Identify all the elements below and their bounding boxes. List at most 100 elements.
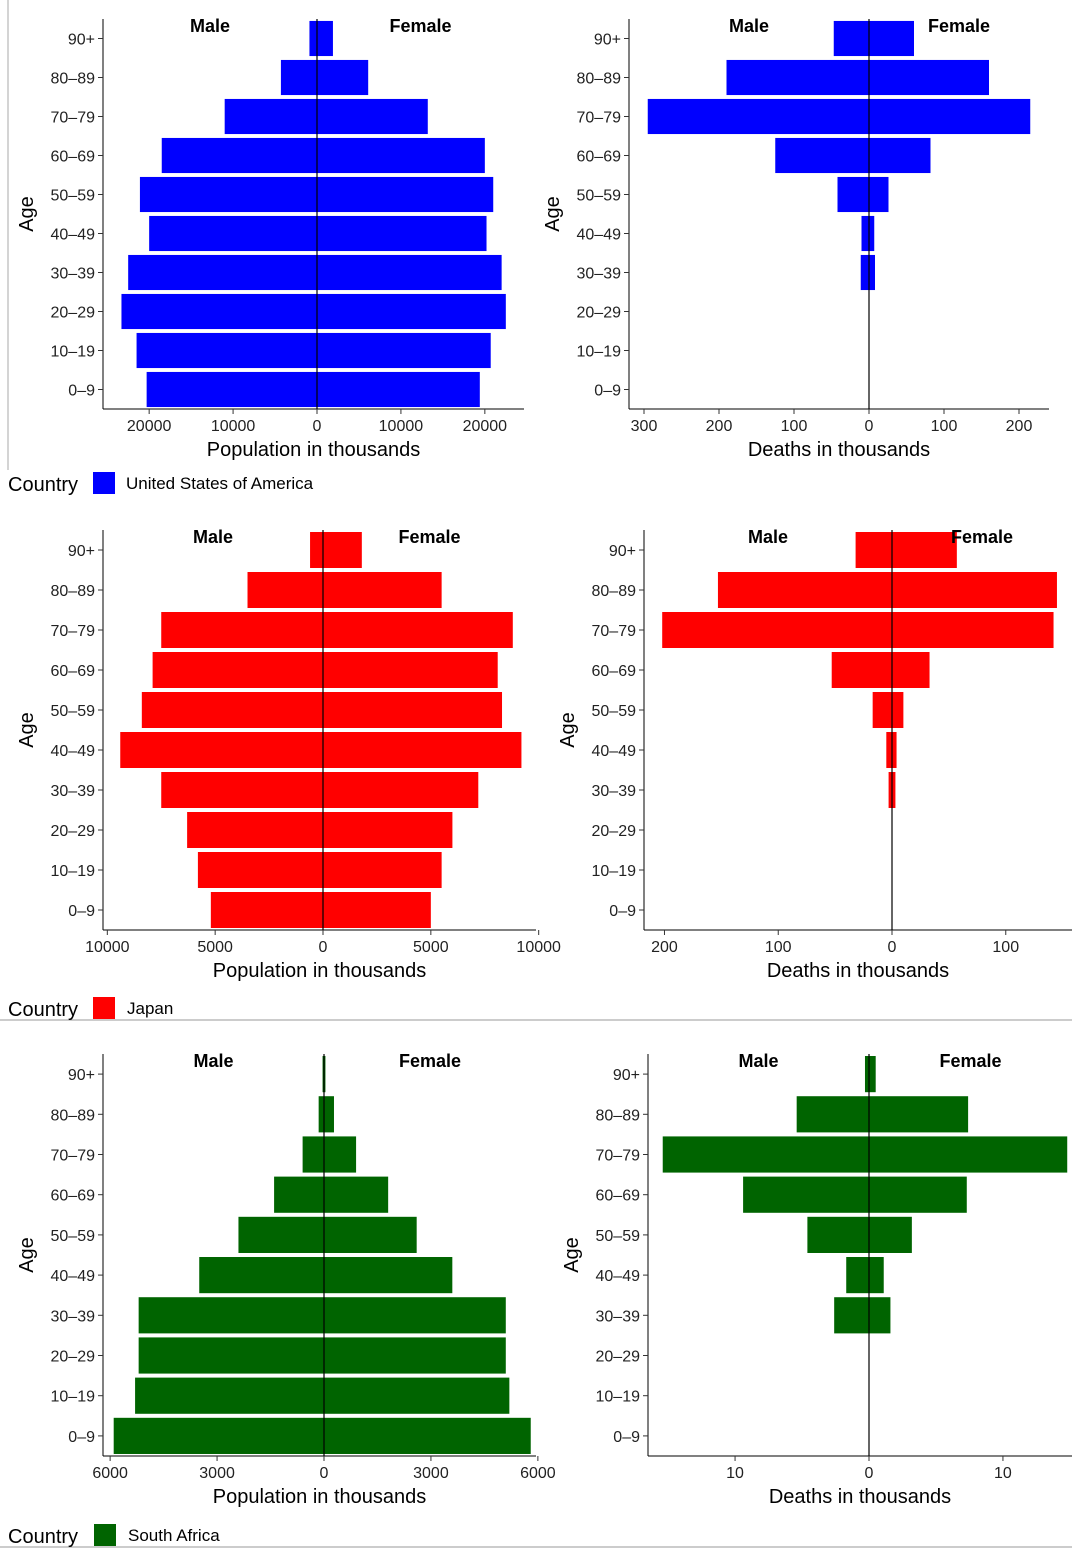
panel-4-bar-female-3	[324, 1297, 506, 1334]
panel-2-bar-female-3	[323, 772, 479, 808]
panel-1-bar-female-4	[869, 215, 875, 252]
panel-5-bar-male-6	[743, 1176, 869, 1213]
panel-4-bar-male-7	[302, 1136, 324, 1173]
panel-1-y-tick-label-0: 0–9	[594, 383, 621, 400]
panel-3-y-tick-label-4: 40–49	[592, 743, 637, 760]
panel-0-bar-female-8	[317, 59, 369, 96]
panel-0-header-female: Female	[389, 16, 451, 36]
panel-2-bar-female-1	[323, 852, 442, 888]
panel-2-header-male: Male	[193, 527, 233, 547]
panel-2-bar-female-9	[323, 532, 362, 568]
panel-0-bar-male-7	[224, 98, 317, 135]
panel-0-bar-male-6	[161, 137, 317, 174]
panel-4-bar-male-4	[199, 1257, 324, 1294]
panel-3-y-tick-label-2: 20–29	[592, 823, 637, 840]
panel-4-y-tick-label-7: 70–79	[51, 1148, 96, 1165]
panel-0-bar-female-9	[317, 20, 333, 57]
panel-4-bar-male-1	[135, 1377, 324, 1414]
panel-4-bar-female-2	[324, 1337, 506, 1374]
panel-2-bar-male-1	[197, 852, 323, 888]
panel-2-bar-female-0	[323, 892, 431, 928]
legend-1-title: Country	[8, 999, 78, 1021]
panel-4-bar-female-0	[324, 1417, 531, 1454]
panel-2-bar-male-9	[310, 532, 323, 568]
panel-2-bar-male-2	[187, 812, 323, 848]
panel-5-bar-female-7	[869, 1136, 1068, 1173]
panel-5-y-tick-label-8: 80–89	[596, 1107, 641, 1124]
panel-2-bar-male-8	[247, 572, 323, 608]
panel-3-x-tick-label-1: 100	[765, 939, 792, 956]
panel-1-bar-male-6	[775, 137, 869, 174]
panel-0-bar-female-7	[317, 98, 428, 135]
panel-4-header-male: Male	[193, 1051, 233, 1071]
panel-5-bar-male-7	[662, 1136, 869, 1173]
panel-3-bar-female-5	[892, 692, 904, 728]
panel-5-y-tick-label-2: 20–29	[596, 1349, 641, 1366]
panel-0-bar-female-6	[317, 137, 485, 174]
panel-4-bar-male-2	[138, 1337, 324, 1374]
panel-3-y-tick-label-1: 10–19	[592, 863, 637, 880]
panel-5-bar-male-8	[796, 1096, 869, 1133]
panel-0-bar-female-0	[317, 371, 480, 408]
panel-1-x-axis-title: Deaths in thousands	[748, 439, 930, 461]
panel-5-x-axis-title: Deaths in thousands	[769, 1486, 951, 1508]
panel-0-y-axis-title: Age	[16, 196, 38, 232]
panel-2-bar-male-3	[161, 772, 323, 808]
panel-4-x-axis-title: Population in thousands	[213, 1486, 427, 1508]
panel-1-y-tick-label-2: 20–29	[577, 305, 622, 322]
panel-3-header-male: Male	[748, 527, 788, 547]
panel-0-y-tick-label-0: 0–9	[68, 383, 95, 400]
panel-2-y-tick-label-4: 40–49	[51, 743, 96, 760]
panel-2-y-tick-label-5: 50–59	[51, 703, 96, 720]
panel-4-bar-male-6	[274, 1176, 324, 1213]
panel-3-bar-female-7	[892, 612, 1054, 648]
panel-3-bar-male-9	[855, 532, 892, 568]
panel-5-x-tick-label-1: 0	[865, 1465, 874, 1482]
panel-5-bar-female-4	[869, 1257, 884, 1294]
panel-0-bar-female-4	[317, 215, 487, 252]
panel-5-bar-male-5	[807, 1216, 869, 1253]
panel-0-bar-male-4	[149, 215, 317, 252]
panel-5-x-tick-label-0: 10	[726, 1465, 744, 1482]
panel-1-header-male: Male	[729, 16, 769, 36]
panel-2-y-tick-label-3: 30–39	[51, 783, 96, 800]
panel-1-bar-male-9	[833, 20, 869, 57]
panel-5-y-tick-label-5: 50–59	[596, 1228, 641, 1245]
panel-4-bar-female-8	[324, 1096, 334, 1133]
panel-1-x-tick-label-3: 0	[865, 418, 874, 435]
panel-0-header-male: Male	[190, 16, 230, 36]
panel-1-bar-female-5	[869, 176, 889, 213]
panel-0-y-tick-label-7: 70–79	[51, 110, 96, 127]
panel-4-bar-male-5	[238, 1216, 324, 1253]
panel-5-y-tick-label-4: 40–49	[596, 1268, 641, 1285]
panel-3-y-tick-label-8: 80–89	[592, 583, 637, 600]
panel-2-y-tick-label-8: 80–89	[51, 583, 96, 600]
panel-4-y-tick-label-0: 0–9	[68, 1429, 95, 1446]
panel-2-x-tick-label-0: 10000	[85, 939, 130, 956]
panel-0-bar-female-2	[317, 293, 506, 330]
panel-2-bar-female-7	[323, 612, 513, 648]
panel-0-x-tick-label-3: 10000	[379, 418, 424, 435]
panel-4-header-female: Female	[399, 1051, 461, 1071]
panel-0-x-tick-label-2: 0	[313, 418, 322, 435]
panel-3-bar-female-3	[892, 772, 896, 808]
panel-3-x-tick-label-3: 100	[992, 939, 1019, 956]
panel-4-y-tick-label-3: 30–39	[51, 1308, 96, 1325]
panel-1-y-tick-label-1: 10–19	[577, 344, 622, 361]
panel-4-x-tick-label-0: 6000	[92, 1465, 128, 1482]
panel-0-y-tick-label-3: 30–39	[51, 266, 96, 283]
panel-1-bar-female-3	[869, 254, 875, 291]
panel-3-y-tick-label-3: 30–39	[592, 783, 637, 800]
panel-1-y-axis-title: Age	[542, 196, 564, 232]
panel-4-bar-male-3	[138, 1297, 324, 1334]
panel-2-y-tick-label-6: 60–69	[51, 663, 96, 680]
panel-0-x-axis-title: Population in thousands	[207, 439, 421, 461]
panel-4-bar-male-8	[318, 1096, 324, 1133]
panel-5-y-tick-label-3: 30–39	[596, 1308, 641, 1325]
panel-1-bar-male-3	[860, 254, 869, 291]
panel-2-y-tick-label-1: 10–19	[51, 863, 96, 880]
panel-0-x-tick-label-0: 20000	[127, 418, 172, 435]
panel-5-y-tick-label-6: 60–69	[596, 1188, 641, 1205]
panel-1-y-tick-label-6: 60–69	[577, 149, 622, 166]
